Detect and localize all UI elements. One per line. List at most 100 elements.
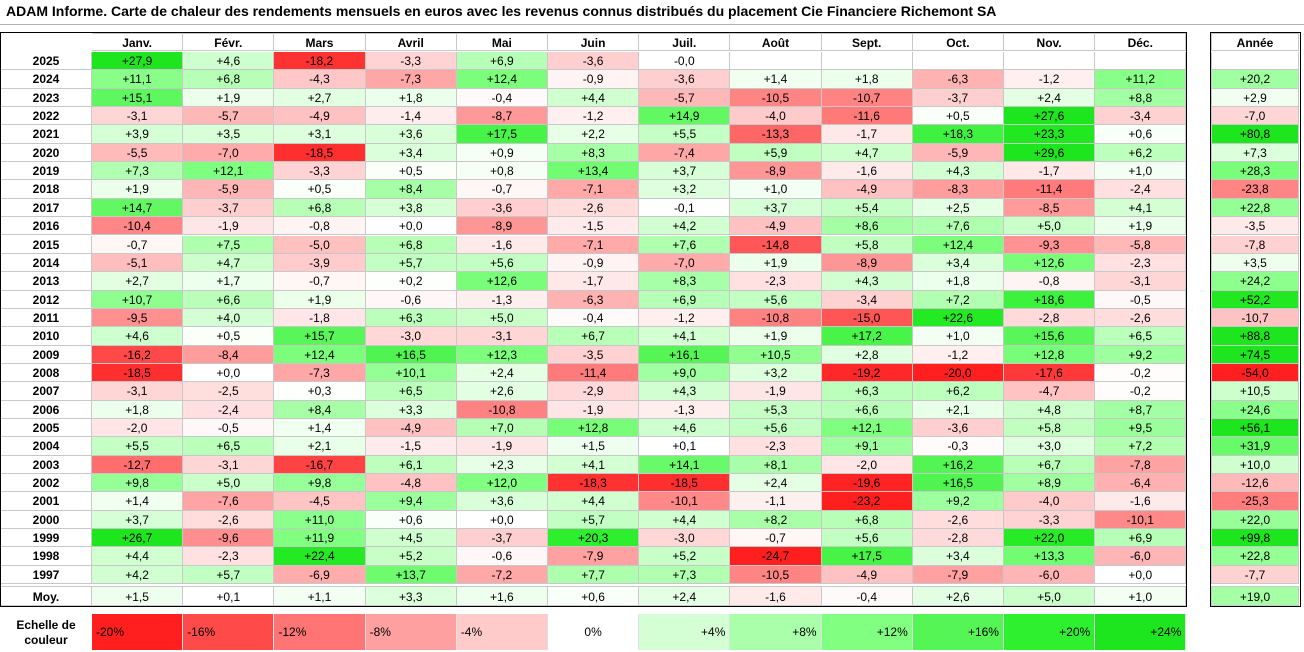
heatmap-cell: +2,1: [912, 400, 1004, 419]
heatmap-cell: +2,4: [730, 474, 822, 493]
heatmap-cell: +5,6: [456, 253, 548, 273]
heatmap-cell: +4,6: [183, 52, 275, 71]
annual-cell: +99,8: [1211, 529, 1299, 548]
heatmap-cell: +17,5: [456, 125, 548, 144]
heatmap-cell: -10,5: [730, 88, 822, 108]
year-label: 2006: [0, 400, 92, 419]
heatmap-cell: -0,6: [456, 547, 548, 566]
month-header: Avril: [365, 33, 457, 51]
heatmap-cell: +6,8: [183, 70, 275, 89]
year-label: 2018: [0, 180, 92, 199]
heatmap-cell: -1,8: [274, 308, 366, 328]
heatmap-cell: +15,7: [274, 327, 366, 346]
heatmap-cell: -3,6: [548, 52, 640, 71]
year-label: 2023: [0, 88, 92, 108]
heatmap-cell: -3,6: [639, 70, 731, 89]
heatmap-cell: -2,6: [1095, 308, 1187, 328]
annual-cell: +2,9: [1211, 88, 1299, 108]
heatmap-cell: -0,0: [639, 52, 731, 71]
heatmap-cell: -0,9: [548, 70, 640, 89]
heatmap-cell: -3,1: [456, 327, 548, 346]
heatmap-cell: +27,9: [92, 52, 184, 71]
heatmap-cell: -1,9: [183, 217, 275, 236]
heatmap-cell: -8,9: [456, 217, 548, 236]
heatmap-cell: +6,3: [365, 308, 457, 328]
heatmap-cell: +16,1: [639, 345, 731, 364]
heatmap-cell: -10,1: [1095, 510, 1187, 530]
heatmap-cell: +4,4: [548, 88, 640, 108]
year-label: 2014: [0, 253, 92, 273]
year-label: 2010: [0, 327, 92, 346]
heatmap-cell: +4,1: [1095, 198, 1187, 218]
heatmap-cell: +5,5: [92, 437, 184, 456]
heatmap-cell: -1,6: [456, 235, 548, 254]
heatmap-cell: +5,2: [639, 547, 731, 566]
heatmap-cell: +7,2: [912, 290, 1004, 309]
heatmap-cell: +10,5: [730, 345, 822, 364]
heatmap-cell: +10,7: [92, 290, 184, 309]
color-scale-swatch: +16%: [912, 614, 1004, 650]
heatmap-cell: +6,9: [1095, 529, 1187, 548]
heatmap-cell: +1,4: [274, 419, 366, 438]
heatmap-cell: -5,8: [1095, 235, 1187, 254]
average-annual-cell: +19,0: [1211, 586, 1299, 607]
heatmap-cell: +3,9: [92, 125, 184, 144]
heatmap-cell: -8,5: [1004, 198, 1096, 218]
heatmap-cell: -4,3: [274, 70, 366, 89]
heatmap-cell: +12,8: [1004, 345, 1096, 364]
heatmap-cell: +6,7: [548, 327, 640, 346]
month-header: Mai: [456, 33, 548, 51]
average-cell: +1,6: [456, 586, 548, 607]
heatmap-cell: +0,2: [365, 272, 457, 291]
heatmap-cell: +11,2: [1095, 70, 1187, 89]
heatmap-cell: -3,1: [92, 382, 184, 401]
heatmap-cell: +8,1: [730, 455, 822, 475]
heatmap-cell: +7,3: [92, 162, 184, 181]
annual-cell: +31,9: [1211, 437, 1299, 456]
heatmap-cell: +15,6: [1004, 327, 1096, 346]
heatmap-cell: -9,5: [92, 308, 184, 328]
heatmap-cell: -0,8: [1004, 272, 1096, 291]
heatmap-cell: -19,6: [821, 474, 913, 493]
heatmap-cell: -6,9: [274, 565, 366, 585]
average-cell: -0,4: [821, 586, 913, 607]
year-label: 1999: [0, 529, 92, 548]
heatmap-cell: +2,3: [456, 455, 548, 475]
heatmap-cell: -10,1: [639, 492, 731, 511]
heatmap-cell: +9,2: [912, 492, 1004, 511]
month-header: Oct.: [912, 33, 1004, 51]
heatmap-cell: +4,1: [548, 455, 640, 475]
heatmap-cell: +4,4: [92, 547, 184, 566]
heatmap-cell: +0,0: [456, 510, 548, 530]
heatmap-cell: -8,9: [730, 162, 822, 181]
heatmap-cell: -4,9: [274, 107, 366, 126]
heatmap-cell: -24,7: [730, 547, 822, 566]
year-label: 2017: [0, 198, 92, 218]
heatmap-cell: +13,3: [1004, 547, 1096, 566]
heatmap-cell: -7,2: [456, 565, 548, 585]
year-label: 2011: [0, 308, 92, 328]
heatmap-cell: +3,6: [456, 492, 548, 511]
heatmap-cell: +4,4: [548, 492, 640, 511]
annual-header: Année: [1211, 33, 1299, 51]
annual-cell: +7,3: [1211, 143, 1299, 163]
heatmap-cell: +5,7: [183, 565, 275, 585]
heatmap-cell: +3,7: [730, 198, 822, 218]
heatmap-cell: -1,2: [912, 345, 1004, 364]
heatmap-cell: -9,3: [1004, 235, 1096, 254]
heatmap-cell: -0,7: [456, 180, 548, 199]
heatmap-cell: +12,1: [183, 162, 275, 181]
heatmap-cell: +2,7: [92, 272, 184, 291]
year-label: 2000: [0, 510, 92, 530]
heatmap-cell: +0,8: [456, 162, 548, 181]
heatmap-cell: +1,4: [730, 70, 822, 89]
average-cell: +1,1: [274, 586, 366, 607]
heatmap-cell: -10,4: [92, 217, 184, 236]
heatmap-cell: -18,5: [639, 474, 731, 493]
average-cell: +0,1: [183, 586, 275, 607]
heatmap-cell: +1,9: [730, 327, 822, 346]
heatmap-cell: +2,8: [821, 345, 913, 364]
heatmap-cell: -2,6: [912, 510, 1004, 530]
color-scale-swatch: +20%: [1004, 614, 1096, 650]
heatmap-cell: -0,7: [730, 529, 822, 548]
